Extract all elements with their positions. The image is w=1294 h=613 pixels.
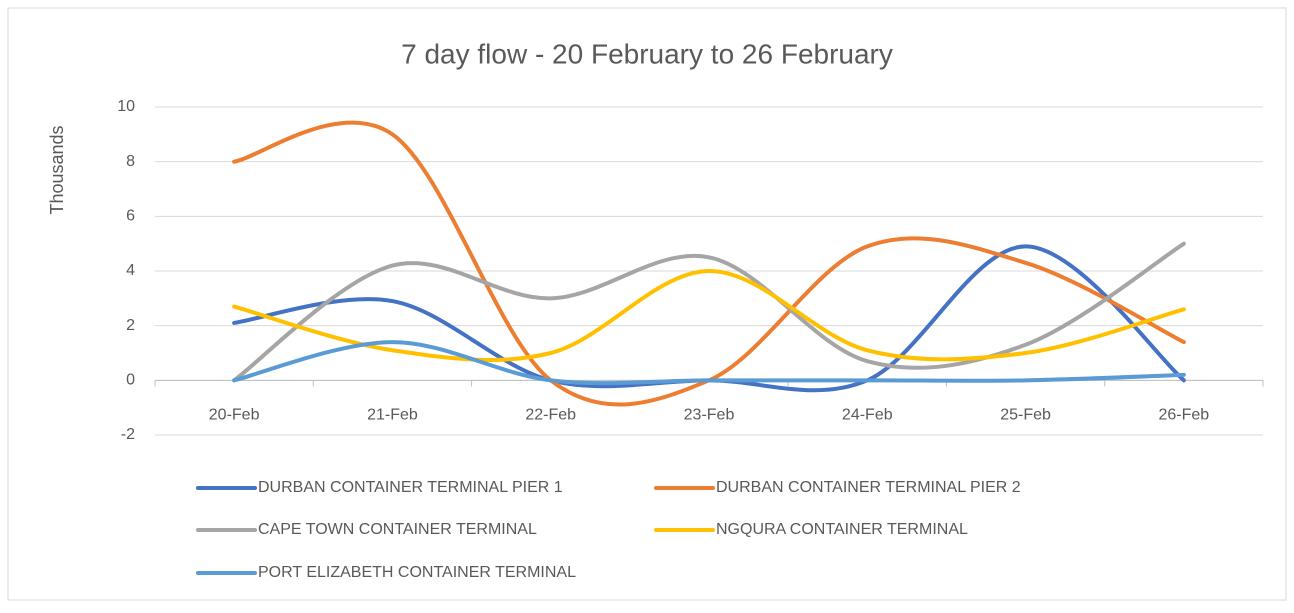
y-tick-label: 8	[126, 153, 135, 170]
x-tick-label: 23-Feb	[684, 407, 735, 424]
legend-label: DURBAN CONTAINER TERMINAL PIER 1	[258, 479, 563, 496]
series-line	[232, 268, 1186, 362]
y-tick-label: 10	[117, 98, 135, 115]
legend-label: DURBAN CONTAINER TERMINAL PIER 2	[716, 479, 1021, 496]
y-tick-label: 2	[126, 317, 135, 334]
chart-frame	[7, 7, 1287, 601]
x-tick-label: 22-Feb	[525, 407, 576, 424]
x-tick-label: 24-Feb	[842, 407, 893, 424]
legend-label: NGQURA CONTAINER TERMINAL	[716, 521, 968, 538]
y-tick-label: 6	[126, 208, 135, 225]
y-tick-label: -2	[121, 426, 135, 443]
y-tick-label: 4	[126, 262, 135, 279]
legend-label: CAPE TOWN CONTAINER TERMINAL	[258, 521, 537, 538]
legend-label: PORT ELIZABETH CONTAINER TERMINAL	[258, 564, 576, 581]
x-tick-label: 21-Feb	[367, 407, 418, 424]
series-line	[232, 120, 1186, 407]
series-line	[232, 340, 1186, 386]
x-tick-label: 25-Feb	[1000, 407, 1051, 424]
y-axis-label: Thousands	[47, 125, 67, 214]
chart-title: 7 day flow - 20 February to 26 February	[401, 38, 893, 69]
x-tick-label: 20-Feb	[209, 407, 260, 424]
x-tick-label: 26-Feb	[1159, 407, 1210, 424]
series-line	[232, 241, 1186, 383]
y-tick-label: 0	[126, 372, 135, 389]
